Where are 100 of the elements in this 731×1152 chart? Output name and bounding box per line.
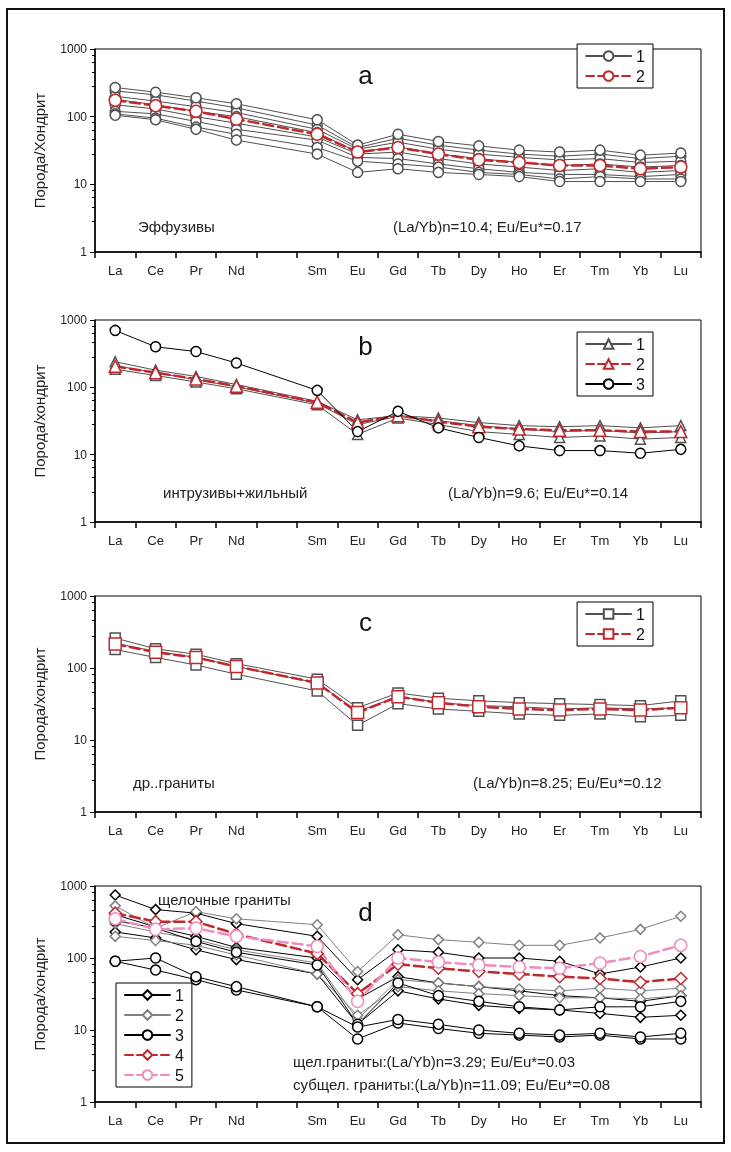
annotation: субщел. граниты:(La/Yb)n=11.09; Eu/Eu*=0.08 bbox=[293, 1076, 611, 1093]
x-tick-label: Ho bbox=[510, 263, 528, 278]
x-tick-label: Nd bbox=[228, 1113, 245, 1128]
x-tick-label: Ce bbox=[147, 1113, 164, 1128]
y-axis-title: Порода/Хондрит bbox=[31, 92, 48, 209]
x-tick-label: Dy bbox=[470, 263, 488, 278]
annotation: Эффузивы bbox=[138, 218, 215, 235]
annotation: др..граниты bbox=[133, 774, 215, 791]
x-tick-label: La bbox=[107, 823, 124, 838]
x-tick-label: Nd bbox=[228, 533, 245, 548]
x-tick-label: Nd bbox=[228, 263, 245, 278]
y-tick-label: 1000 bbox=[60, 879, 88, 893]
legend-label: 2 bbox=[636, 67, 646, 85]
x-tick-label: Er bbox=[553, 1113, 567, 1128]
annotation: интрузивы+жильный bbox=[163, 484, 308, 501]
y-tick-label: 10 bbox=[73, 1023, 88, 1037]
y-tick-label: 10 bbox=[73, 447, 88, 462]
y-tick-label: 100 bbox=[66, 661, 88, 675]
y-tick-label: 1 bbox=[80, 805, 88, 819]
x-tick-label: Yb bbox=[632, 1113, 649, 1128]
x-tick-label: Yb bbox=[632, 823, 649, 838]
x-tick-label: Pr bbox=[189, 823, 204, 838]
x-tick-label: Eu bbox=[349, 533, 366, 548]
x-tick-label: Ho bbox=[510, 1113, 528, 1128]
legend-label: 3 bbox=[175, 1026, 184, 1044]
x-tick-label: Lu bbox=[673, 1113, 689, 1128]
x-tick-label: Ce bbox=[147, 823, 164, 838]
x-tick-label: Ho bbox=[510, 823, 528, 838]
x-tick-label: Tb bbox=[430, 533, 446, 548]
chart-title: c bbox=[359, 607, 372, 637]
y-tick-label: 100 bbox=[66, 951, 88, 965]
annotation: щел.граниты:(La/Yb)n=3.29; Eu/Eu*=0.03 bbox=[293, 1053, 576, 1070]
x-tick-label: Sm bbox=[307, 533, 327, 548]
legend-label: 2 bbox=[636, 625, 646, 643]
y-tick-label: 1 bbox=[80, 1095, 88, 1109]
x-tick-label: Tb bbox=[430, 823, 446, 838]
y-tick-label: 1 bbox=[80, 515, 88, 529]
y-tick-label: 1000 bbox=[60, 42, 88, 56]
legend-label: 1 bbox=[636, 47, 646, 65]
legend-label: 5 bbox=[175, 1066, 184, 1084]
x-tick-label: Pr bbox=[189, 1113, 204, 1128]
x-tick-label: Gd bbox=[389, 533, 407, 548]
annotation: (La/Yb)n=10.4; Eu/Eu*=0.17 bbox=[393, 218, 582, 235]
x-tick-label: Lu bbox=[673, 263, 689, 278]
x-tick-label: Yb bbox=[632, 533, 649, 548]
x-tick-label: Gd bbox=[389, 1113, 407, 1128]
x-tick-label: Ce bbox=[147, 263, 164, 278]
y-tick-label: 1 bbox=[80, 245, 88, 259]
x-tick-label: Tb bbox=[430, 263, 446, 278]
annotation: (La/Yb)n=8.25; Eu/Eu*=0.12 bbox=[473, 774, 662, 791]
legend-label: 3 bbox=[636, 375, 646, 393]
x-tick-label: Nd bbox=[228, 823, 245, 838]
x-tick-label: Dy bbox=[470, 1113, 488, 1128]
x-tick-label: Sm bbox=[307, 263, 327, 278]
x-tick-label: Dy bbox=[470, 533, 488, 548]
x-tick-label: La bbox=[107, 533, 124, 548]
x-tick-label: Pr bbox=[189, 533, 204, 548]
x-tick-label: Tb bbox=[430, 1113, 446, 1128]
legend-label: 1 bbox=[175, 986, 184, 1004]
x-tick-label: Er bbox=[553, 263, 567, 278]
x-tick-label: Tm bbox=[590, 263, 610, 278]
chart-title: d bbox=[358, 897, 373, 927]
x-tick-label: Lu bbox=[673, 823, 689, 838]
legend-label: 1 bbox=[636, 335, 646, 353]
x-tick-label: Er bbox=[553, 533, 567, 548]
chart-title: b bbox=[358, 331, 373, 361]
y-tick-label: 100 bbox=[66, 380, 88, 395]
legend-label: 1 bbox=[636, 605, 646, 623]
x-tick-label: Sm bbox=[307, 1113, 327, 1128]
x-tick-label: Tm bbox=[590, 1113, 610, 1128]
x-tick-label: Yb bbox=[632, 263, 649, 278]
y-tick-label: 1000 bbox=[60, 589, 88, 603]
y-tick-label: 100 bbox=[66, 109, 88, 124]
y-axis-title: Порода/хондрит bbox=[31, 364, 48, 478]
y-tick-label: 10 bbox=[73, 733, 88, 747]
x-tick-label: Dy bbox=[470, 823, 488, 838]
x-tick-label: La bbox=[107, 1113, 124, 1128]
x-tick-label: Eu bbox=[349, 823, 366, 838]
x-tick-label: Tm bbox=[590, 533, 610, 548]
annotation: (La/Yb)n=9.6; Eu/Eu*=0.14 bbox=[448, 484, 629, 501]
x-tick-label: Ce bbox=[147, 533, 164, 548]
x-tick-label: Gd bbox=[389, 823, 407, 838]
x-tick-label: Sm bbox=[307, 823, 327, 838]
x-tick-label: Pr bbox=[189, 263, 204, 278]
x-tick-label: Eu bbox=[349, 1113, 366, 1128]
chart-title: a bbox=[358, 60, 374, 90]
annotation: щелочные граниты bbox=[158, 891, 291, 908]
x-tick-label: Lu bbox=[673, 533, 689, 548]
y-tick-label: 10 bbox=[73, 177, 88, 192]
legend-label: 2 bbox=[636, 355, 646, 373]
y-tick-label: 1000 bbox=[60, 313, 88, 327]
legend-label: 2 bbox=[175, 1006, 184, 1024]
x-tick-label: Ho bbox=[510, 533, 528, 548]
x-tick-label: Gd bbox=[389, 263, 407, 278]
x-tick-label: La bbox=[107, 263, 124, 278]
x-tick-label: Tm bbox=[590, 823, 610, 838]
x-tick-label: Er bbox=[553, 823, 567, 838]
legend-label: 4 bbox=[175, 1046, 184, 1064]
x-tick-label: Eu bbox=[349, 263, 366, 278]
y-axis-title: Порода/хондрит bbox=[31, 647, 48, 761]
